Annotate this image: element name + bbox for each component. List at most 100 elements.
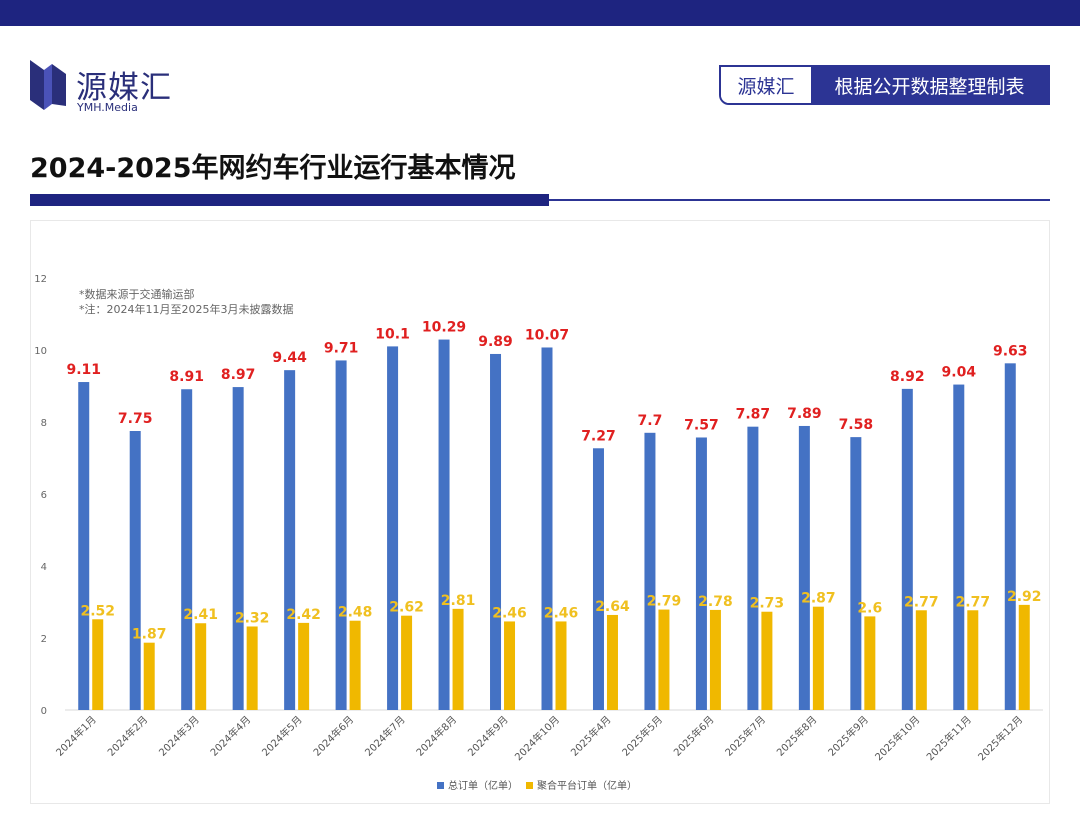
data-label-aggregate: 2.87 bbox=[801, 591, 836, 607]
source-tag: 源媒汇 根据公开数据整理制表 bbox=[719, 65, 1050, 105]
bar-total bbox=[232, 387, 244, 710]
legend-label-total: 总订单（亿单） bbox=[448, 779, 518, 792]
bar-total bbox=[335, 360, 347, 710]
x-tick-label: 2024年3月 bbox=[156, 713, 202, 759]
bar-aggregate bbox=[246, 626, 258, 710]
logo-mark-icon bbox=[30, 60, 66, 110]
x-tick-label: 2024年7月 bbox=[362, 713, 408, 759]
source-description: 根据公开数据整理制表 bbox=[811, 67, 1048, 103]
data-label-aggregate: 1.87 bbox=[132, 627, 167, 643]
bar-aggregate bbox=[1018, 604, 1030, 710]
bar-aggregate bbox=[915, 610, 927, 710]
data-label-aggregate: 2.64 bbox=[595, 599, 630, 615]
x-tick-label: 2025年11月 bbox=[924, 713, 974, 763]
data-label-aggregate: 2.79 bbox=[647, 594, 682, 610]
bar-aggregate bbox=[195, 623, 207, 710]
bar-aggregate bbox=[658, 609, 670, 710]
bar-total bbox=[490, 353, 502, 710]
data-label-total: 8.97 bbox=[221, 367, 256, 383]
data-label-aggregate: 2.46 bbox=[544, 605, 579, 621]
data-label-aggregate: 2.46 bbox=[492, 605, 527, 621]
x-tick-label: 2024年6月 bbox=[310, 713, 356, 759]
x-tick-label: 2024年9月 bbox=[465, 713, 511, 759]
bar-aggregate bbox=[812, 606, 824, 710]
y-tick-label: 6 bbox=[41, 490, 47, 501]
source-org: 源媒汇 bbox=[721, 67, 811, 103]
legend-swatch-aggregate bbox=[526, 782, 533, 789]
logo: 源媒汇 YMH.Media bbox=[30, 60, 190, 116]
data-label-total: 10.29 bbox=[422, 320, 466, 336]
data-label-total: 9.71 bbox=[324, 340, 359, 356]
x-tick-label: 2025年9月 bbox=[825, 713, 871, 759]
bar-total bbox=[747, 426, 759, 710]
bar-total bbox=[284, 370, 296, 710]
bar-total bbox=[78, 382, 90, 710]
y-tick-label: 12 bbox=[34, 274, 47, 285]
logo-subtext: YMH.Media bbox=[77, 101, 138, 114]
bar-aggregate bbox=[864, 616, 876, 710]
data-label-aggregate: 2.62 bbox=[389, 600, 424, 616]
title-underline-thick bbox=[30, 194, 549, 206]
bar-aggregate bbox=[452, 608, 464, 710]
data-label-total: 9.44 bbox=[272, 350, 307, 366]
bar-total bbox=[129, 431, 141, 710]
data-label-total: 7.75 bbox=[118, 411, 153, 427]
data-label-total: 7.7 bbox=[638, 413, 663, 429]
data-label-aggregate: 2.32 bbox=[235, 610, 270, 626]
x-tick-label: 2025年6月 bbox=[671, 713, 717, 759]
data-label-total: 9.11 bbox=[66, 362, 101, 378]
data-label-aggregate: 2.92 bbox=[1007, 589, 1042, 605]
data-gap-note: *注：2024年11月至2025年3月未披露数据 bbox=[79, 303, 294, 316]
data-label-aggregate: 2.41 bbox=[183, 607, 218, 623]
data-label-aggregate: 2.78 bbox=[698, 594, 733, 610]
x-tick-label: 2024年10月 bbox=[512, 713, 562, 763]
data-label-aggregate: 2.6 bbox=[857, 600, 882, 616]
data-label-aggregate: 2.42 bbox=[286, 607, 321, 623]
bar-aggregate bbox=[761, 611, 773, 710]
bar-aggregate bbox=[349, 620, 361, 710]
data-label-total: 7.87 bbox=[736, 407, 771, 423]
bar-aggregate bbox=[298, 622, 310, 710]
bar-aggregate bbox=[504, 621, 516, 710]
data-label-aggregate: 2.48 bbox=[338, 605, 373, 621]
data-label-total: 7.89 bbox=[787, 406, 822, 422]
bar-aggregate bbox=[967, 610, 979, 710]
bar-aggregate bbox=[401, 615, 413, 710]
data-label-total: 9.63 bbox=[993, 343, 1028, 359]
data-label-total: 9.89 bbox=[478, 334, 513, 350]
data-label-total: 7.58 bbox=[839, 417, 874, 433]
data-source-note: *数据来源于交通输运部 bbox=[79, 288, 195, 301]
bar-aggregate bbox=[606, 614, 618, 710]
x-tick-label: 2024年5月 bbox=[259, 713, 305, 759]
x-tick-label: 2025年7月 bbox=[722, 713, 768, 759]
data-label-aggregate: 2.73 bbox=[750, 596, 785, 612]
bar-total bbox=[181, 389, 193, 710]
bar-total bbox=[953, 384, 965, 710]
title-underline-thin bbox=[549, 199, 1050, 201]
data-label-aggregate: 2.81 bbox=[441, 593, 476, 609]
y-tick-label: 2 bbox=[41, 634, 47, 645]
x-tick-label: 2025年4月 bbox=[568, 713, 614, 759]
bar-total bbox=[1004, 363, 1016, 710]
bar-aggregate bbox=[143, 642, 155, 710]
data-label-total: 10.1 bbox=[375, 326, 410, 342]
bar-total bbox=[387, 346, 399, 710]
x-tick-label: 2024年4月 bbox=[207, 713, 253, 759]
data-label-total: 7.27 bbox=[581, 428, 616, 444]
bar-total bbox=[695, 437, 707, 710]
x-tick-label: 2025年12月 bbox=[975, 713, 1025, 763]
x-tick-label: 2025年8月 bbox=[774, 713, 820, 759]
bar-total bbox=[850, 437, 862, 710]
y-tick-label: 0 bbox=[41, 706, 47, 717]
bar-total bbox=[541, 347, 553, 710]
data-label-total: 7.57 bbox=[684, 417, 719, 433]
bar-total bbox=[592, 448, 604, 710]
bar-total bbox=[438, 339, 450, 710]
x-tick-label: 2025年10月 bbox=[872, 713, 922, 763]
page-title: 2024-2025年网约车行业运行基本情况 bbox=[30, 153, 516, 184]
data-label-aggregate: 2.77 bbox=[904, 594, 939, 610]
legend-swatch-total bbox=[437, 782, 444, 789]
y-tick-label: 8 bbox=[41, 418, 47, 429]
bar-aggregate bbox=[555, 621, 567, 710]
